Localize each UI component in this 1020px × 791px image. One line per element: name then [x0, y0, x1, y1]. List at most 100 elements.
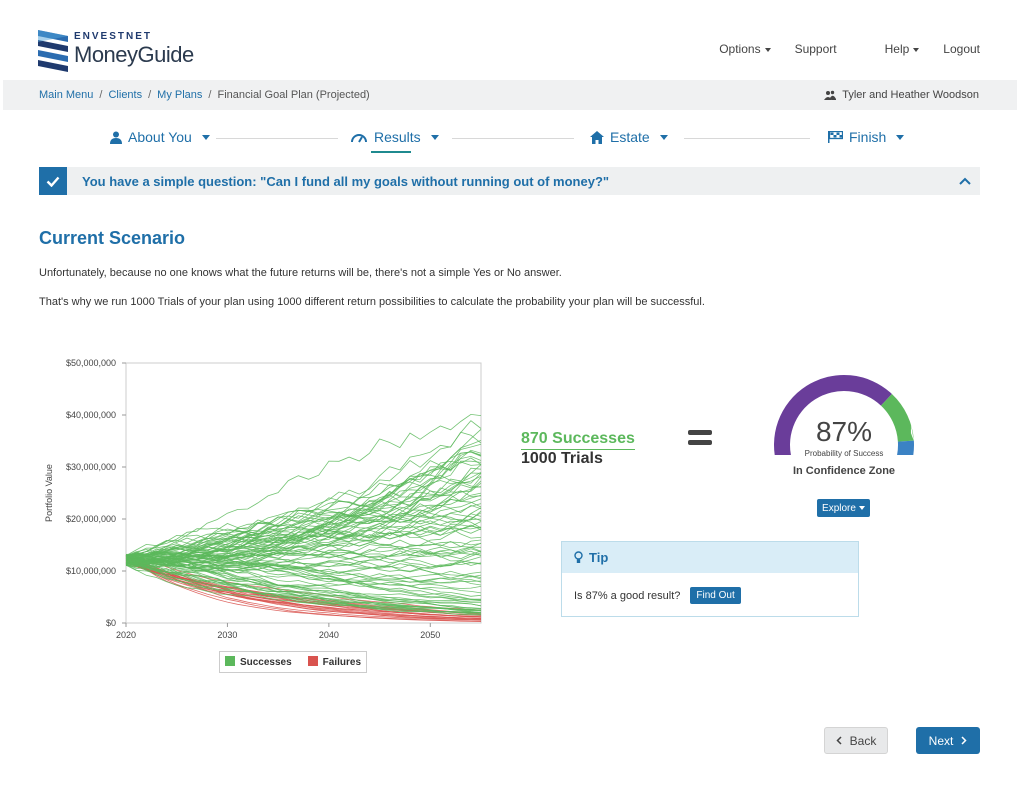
success-trial-line [125, 457, 482, 557]
breadcrumb-clients[interactable]: Clients [108, 89, 143, 101]
step-estate[interactable]: Estate [590, 129, 668, 145]
active-step-indicator [371, 151, 411, 153]
y-tick-label: $10,000,000 [66, 566, 116, 576]
chevron-up-icon[interactable] [958, 174, 972, 188]
breadcrumb-bar: Main Menu / Clients / My Plans / Financial … [3, 80, 1017, 110]
help-label: Help [884, 42, 910, 56]
step-connector [216, 138, 338, 139]
success-trial-line [125, 558, 482, 601]
tip-body: Is 87% a good result? Find Out [574, 587, 741, 604]
success-trial-line [125, 562, 482, 607]
users-icon [824, 90, 837, 100]
breadcrumb-my-plans[interactable]: My Plans [157, 89, 203, 101]
chevron-down-icon [896, 134, 905, 140]
chevron-down-icon [201, 134, 210, 140]
chevron-left-icon [836, 736, 842, 745]
user-icon [110, 131, 122, 144]
breadcrumb-separator: / [148, 89, 152, 101]
probability-label: Probability of Success [804, 449, 884, 458]
gauge-icon [351, 133, 367, 143]
chevron-down-icon [764, 47, 771, 52]
logout-link[interactable]: Logout [943, 42, 980, 56]
legend-failures[interactable]: Failures [307, 656, 362, 668]
client-info: Tyler and Heather Woodson [824, 89, 979, 101]
success-trial-line [125, 451, 482, 561]
step-finish[interactable]: Finish [828, 129, 905, 145]
step-results[interactable]: Results [350, 129, 439, 145]
x-tick-label: 2030 [217, 630, 237, 640]
flag-icon [828, 131, 843, 143]
y-tick-label: $20,000,000 [66, 514, 116, 524]
breadcrumb-separator: / [99, 89, 103, 101]
success-trial-line [125, 563, 482, 612]
success-trial-line [125, 559, 481, 614]
x-tick-label: 2020 [116, 630, 136, 640]
chevron-down-icon [430, 134, 439, 140]
legend-label: Failures [322, 657, 362, 668]
options-menu[interactable]: Options [695, 42, 771, 56]
client-name: Tyler and Heather Woodson [842, 89, 979, 101]
success-trial-line [125, 554, 482, 612]
y-tick-label: $40,000,000 [66, 410, 116, 420]
y-tick-label: $50,000,000 [66, 358, 116, 368]
step-label: Finish [849, 129, 887, 145]
check-icon [39, 167, 67, 195]
plan-stepper: About You Results Estate Finish [0, 122, 1020, 156]
success-trial-line [125, 554, 482, 601]
explore-button[interactable]: Explore [817, 499, 870, 517]
gauge-high-zone [897, 440, 914, 455]
step-label: About You [128, 129, 192, 145]
failure-trial-line [125, 555, 482, 620]
success-trial-line [125, 553, 482, 570]
success-trial-line [125, 472, 482, 565]
step-about-you[interactable]: About You [110, 129, 210, 145]
back-button[interactable]: Back [824, 727, 888, 754]
probability-percent: 87% [815, 416, 873, 447]
legend-successes[interactable]: Successes [224, 656, 292, 668]
breadcrumb-main-menu[interactable]: Main Menu [39, 89, 94, 101]
question-text: You have a simple question: "Can I fund … [82, 174, 610, 189]
chart-legend[interactable]: Successes Failures [219, 651, 367, 673]
success-trial-line [125, 413, 482, 557]
intro-paragraph: Unfortunately, because no one knows what… [39, 267, 562, 279]
tip-header: Tip [562, 542, 858, 573]
success-trial-line [125, 557, 482, 579]
failure-trial-line [125, 558, 482, 622]
find-out-button[interactable]: Find Out [690, 587, 741, 604]
chevron-down-icon [858, 506, 865, 510]
gauge-pointer [910, 424, 914, 442]
tip-question: Is 87% a good result? [574, 589, 681, 602]
next-label: Next [928, 733, 954, 748]
confidence-zone: In Confidence Zone [792, 465, 896, 477]
success-trial-line [125, 482, 482, 564]
question-bar[interactable]: You have a simple question: "Can I fund … [39, 167, 980, 195]
step-label: Estate [610, 129, 650, 145]
step-connector [684, 138, 810, 139]
success-trial-line [125, 531, 482, 566]
chevron-down-icon [913, 47, 920, 52]
logo[interactable]: ENVESTNET MoneyGuide [38, 26, 194, 72]
success-trial-line [125, 559, 482, 589]
chevron-right-icon [961, 736, 967, 745]
successes-count[interactable]: 870 Successes [521, 430, 635, 450]
success-trial-line [125, 561, 482, 579]
top-nav: Options Support Help Logout [671, 42, 980, 56]
y-axis-label: Portfolio Value [44, 464, 54, 522]
next-button[interactable]: Next [916, 727, 980, 754]
support-link[interactable]: Support [794, 42, 837, 56]
y-tick-label: $30,000,000 [66, 462, 116, 472]
back-label: Back [849, 733, 877, 748]
success-trial-line [125, 494, 482, 558]
options-label: Options [719, 42, 761, 56]
breadcrumb-separator: / [208, 89, 212, 101]
success-trial-line [125, 561, 482, 614]
success-trial-line [125, 563, 482, 602]
failure-trial-line [125, 561, 482, 621]
chevron-down-icon [659, 134, 668, 140]
help-menu[interactable]: Help [861, 42, 920, 56]
trials-count: 1000 Trials [521, 450, 603, 467]
breadcrumb-current: Financial Goal Plan (Projected) [217, 89, 370, 101]
breadcrumb: Main Menu / Clients / My Plans / Financial … [39, 89, 370, 101]
success-trial-line [125, 510, 482, 563]
home-icon [590, 130, 604, 144]
